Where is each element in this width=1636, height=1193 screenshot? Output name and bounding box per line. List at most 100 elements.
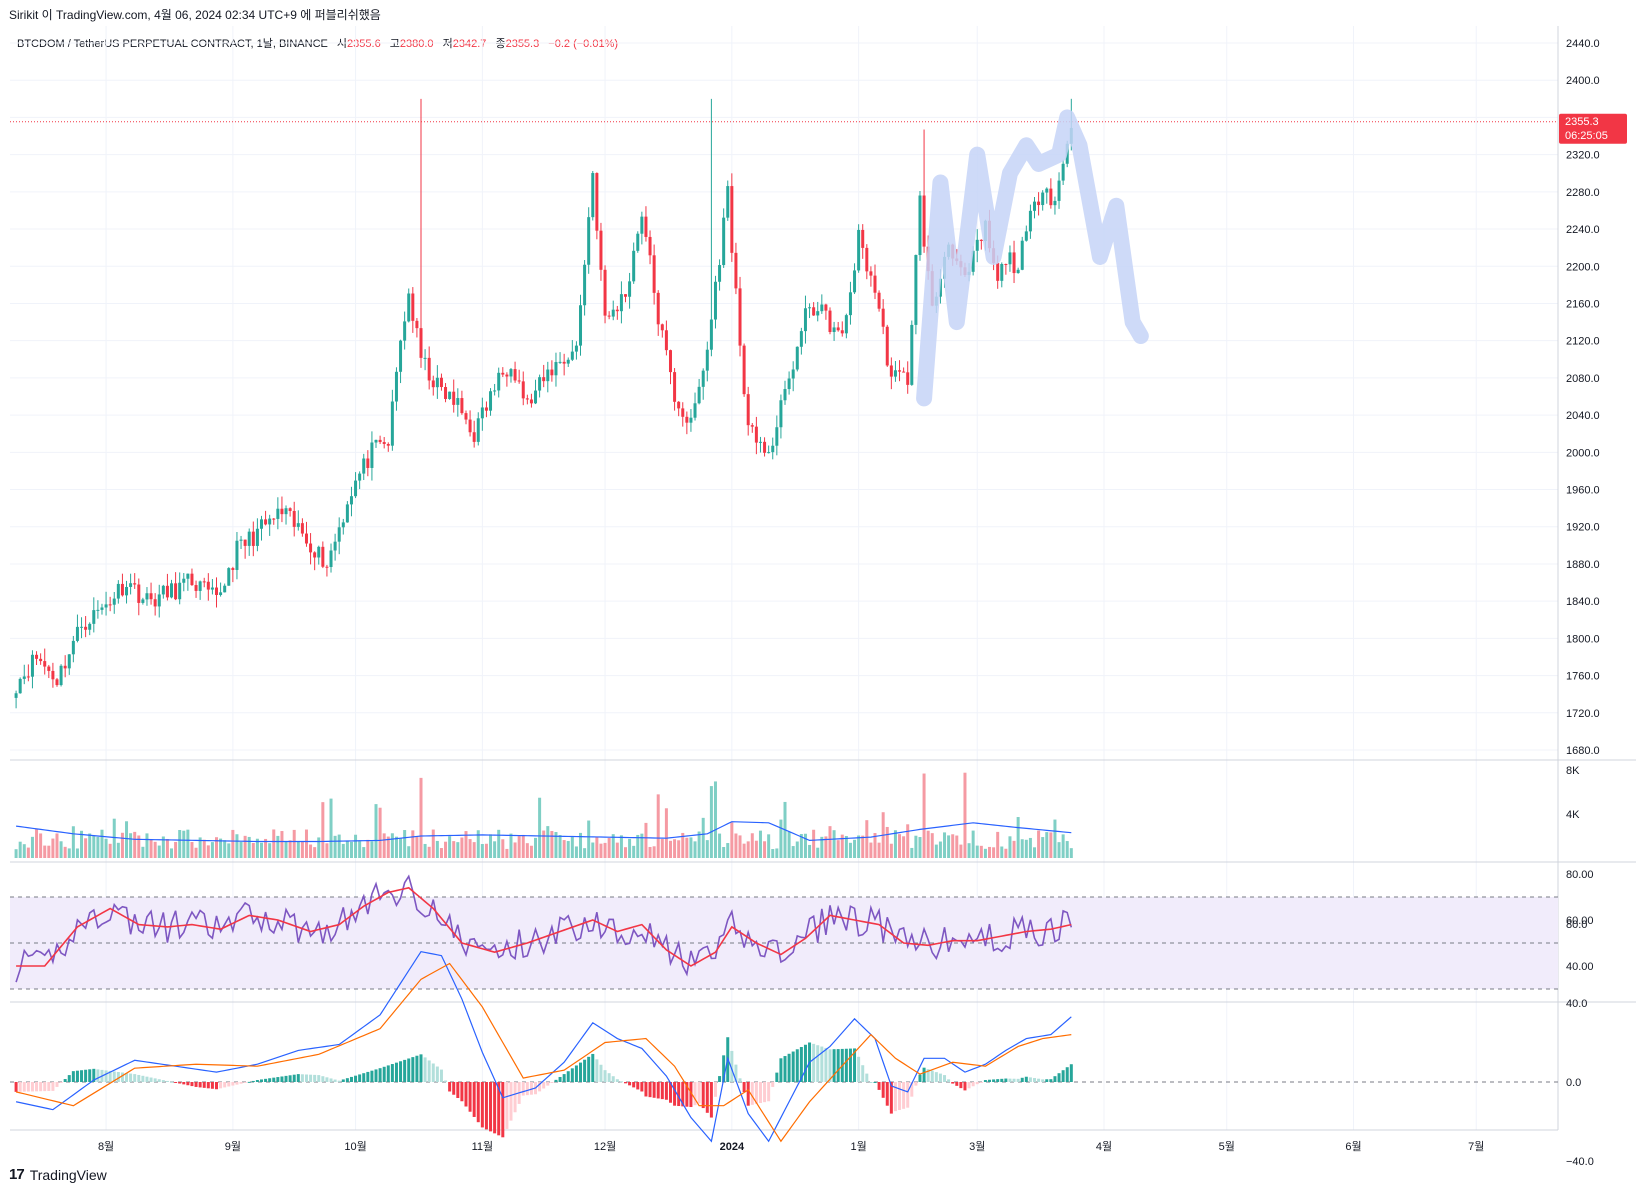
macd-histogram-bar — [39, 1082, 43, 1092]
macd-histogram-bar — [656, 1082, 660, 1099]
macd-histogram-bar — [861, 1065, 865, 1082]
macd-histogram-bar — [922, 1067, 926, 1082]
volume-bar — [219, 838, 223, 858]
macd-histogram-bar — [427, 1060, 431, 1082]
volume-bar — [738, 835, 742, 858]
projection-brush-path — [916, 109, 1149, 407]
volume-bar — [771, 849, 775, 858]
macd-histogram-bar — [677, 1082, 681, 1107]
volume-bar — [309, 844, 313, 858]
macd-histogram-bar — [1020, 1077, 1024, 1082]
macd-histogram-bar — [493, 1082, 497, 1134]
macd-histogram-bar — [836, 1049, 840, 1082]
time-tick-label: 2024 — [720, 1141, 745, 1153]
volume-bar — [644, 822, 648, 858]
candle-body — [693, 403, 697, 418]
volume-bar — [971, 830, 975, 858]
volume-bar — [550, 830, 554, 858]
volume-bar — [382, 833, 386, 858]
candle-body — [922, 195, 926, 247]
macd-histogram-bar — [828, 1049, 832, 1082]
macd-tick-label: 80.0 — [1566, 919, 1587, 931]
volume-bar — [517, 835, 521, 858]
volume-bar — [1012, 840, 1016, 858]
volume-bar — [206, 845, 210, 858]
macd-histogram-bar — [120, 1072, 124, 1082]
volume-bar — [930, 833, 934, 858]
candle-body — [599, 230, 603, 270]
macd-histogram-bar — [22, 1082, 26, 1092]
volume-bar — [452, 841, 456, 858]
candle-body — [239, 539, 243, 541]
price-tick-label: 1720.0 — [1566, 708, 1600, 720]
candle-body — [141, 599, 145, 603]
candle-body — [799, 331, 803, 347]
macd-histogram-bar — [272, 1077, 276, 1082]
macd-histogram-bar — [374, 1069, 378, 1082]
volume-bar — [1000, 846, 1004, 858]
volume-bar — [493, 841, 497, 858]
volume-bar — [808, 844, 812, 858]
candle-body — [325, 566, 329, 568]
volume-bar — [1069, 848, 1073, 858]
candle-body — [272, 518, 276, 520]
candle-body — [370, 442, 374, 468]
macd-histogram-bar — [341, 1079, 345, 1082]
volume-bar — [1033, 847, 1036, 858]
volume-bar — [153, 841, 157, 858]
candle-body — [137, 584, 141, 603]
candle-body — [869, 271, 873, 276]
macd-histogram-bar — [92, 1068, 96, 1082]
macd-histogram-bar — [1069, 1064, 1073, 1082]
time-tick-label: 3월 — [969, 1140, 985, 1153]
candle-body — [611, 309, 615, 317]
volume-bar — [906, 824, 910, 858]
macd-histogram-bar — [292, 1074, 296, 1082]
volume-bar — [542, 830, 546, 858]
macd-histogram-bar — [660, 1082, 664, 1100]
volume-bar — [210, 842, 214, 858]
macd-histogram-bar — [288, 1075, 292, 1082]
volume-bar — [685, 837, 689, 858]
macd-histogram-bar — [390, 1064, 394, 1082]
macd-histogram-bar — [194, 1082, 198, 1087]
volume-bar — [55, 833, 59, 858]
macd-histogram-bar — [125, 1073, 129, 1082]
volume-bar — [648, 846, 652, 858]
time-tick-label: 10월 — [344, 1140, 366, 1153]
volume-bar — [460, 837, 464, 858]
macd-histogram-bar — [587, 1056, 591, 1082]
volume-bar — [963, 772, 967, 858]
volume-bar — [840, 834, 844, 858]
macd-histogram-bar — [799, 1047, 803, 1082]
candle-body — [480, 407, 484, 419]
macd-histogram-bar — [758, 1082, 762, 1104]
volume-bar — [439, 848, 443, 858]
macd-histogram-bar — [439, 1069, 443, 1082]
volume-bar — [268, 843, 272, 858]
macd-histogram-bar — [550, 1082, 554, 1083]
volume-bar — [30, 836, 34, 858]
macd-histogram-bar — [435, 1066, 439, 1082]
candle-body — [877, 292, 881, 309]
macd-histogram-bar — [734, 1064, 738, 1082]
volume-bar — [39, 833, 43, 858]
macd-histogram-bar — [579, 1062, 583, 1082]
candle-body — [493, 390, 497, 392]
macd-histogram-bar — [165, 1080, 169, 1082]
volume-bar — [893, 830, 897, 858]
volume-bar — [456, 842, 460, 858]
candle-body — [464, 413, 468, 420]
volume-bar — [558, 835, 562, 858]
macd-histogram-bar — [1004, 1078, 1008, 1082]
macd-histogram-bar — [1045, 1079, 1049, 1082]
macd-histogram-bar — [484, 1082, 488, 1130]
macd-histogram-bar — [411, 1057, 415, 1082]
volume-bar — [615, 842, 619, 858]
volume-bar — [652, 846, 656, 858]
volume-bar — [96, 836, 100, 858]
volume-bar — [80, 830, 84, 858]
candle-body — [558, 361, 562, 363]
candle-body — [861, 229, 865, 248]
